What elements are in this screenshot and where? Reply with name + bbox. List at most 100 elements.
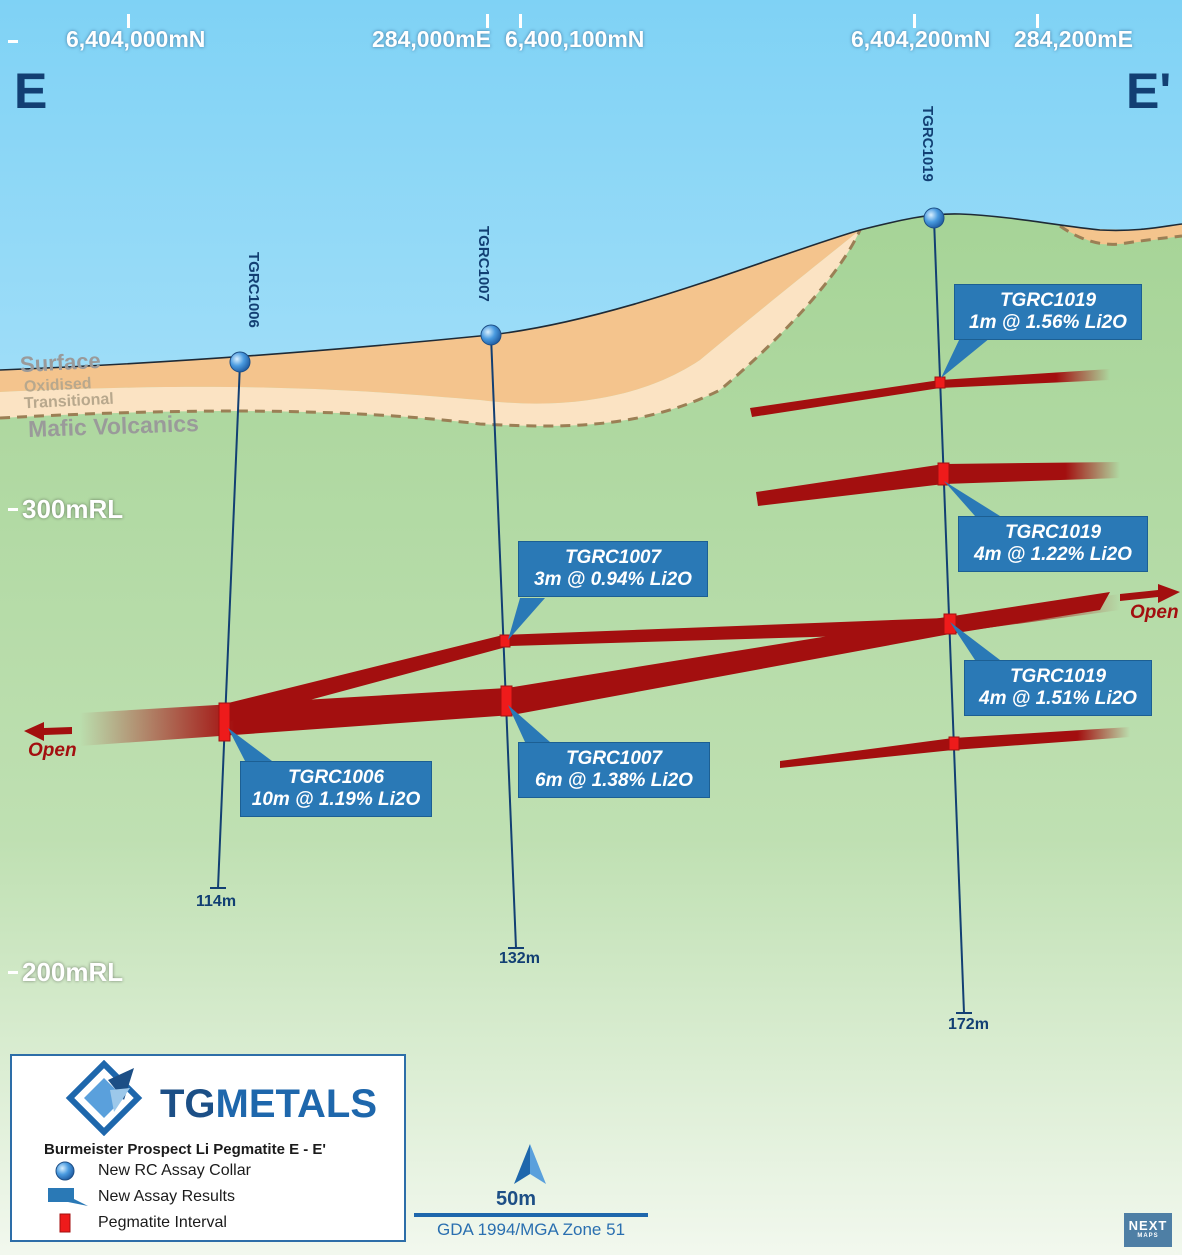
next-maps-logo-line1: NEXT	[1128, 1218, 1168, 1233]
rl-label-200: 200mRL	[22, 957, 124, 987]
drillhole-trace-tgrc1006	[217, 362, 241, 889]
brand-name: TGMETALS	[160, 1082, 377, 1127]
scale-bar-label: 50m	[496, 1188, 537, 1210]
brand-metals: METALS	[215, 1082, 378, 1126]
collar-tgrc1006	[229, 351, 251, 373]
callout-result: 1m @ 1.56% Li2O	[969, 312, 1127, 333]
assay-callout: TGRC1006 10m @ 1.19% Li2O	[240, 761, 432, 817]
coordinate-label: 284,000mE	[372, 26, 491, 52]
topographic-surface	[0, 213, 1182, 371]
pegmatite-main-lens	[80, 592, 1110, 746]
callout-hole: TGRC1019	[999, 290, 1097, 311]
drillhole-name-tgrc1019: TGRC1019	[919, 106, 936, 182]
brand-tg: TG	[160, 1082, 216, 1126]
callout-hole: TGRC1006	[287, 767, 385, 788]
drillhole-depth-tgrc1019: 172m	[948, 1016, 989, 1033]
callout-pointer	[941, 338, 990, 378]
legend-item-assay-results: New Assay Results	[98, 1188, 235, 1205]
pegmatite-legend-icon	[59, 1213, 71, 1233]
drillhole-collars	[229, 207, 945, 373]
pegmatite-intervals	[218, 376, 960, 751]
callout-pointer	[228, 728, 272, 761]
callout-pointers	[228, 338, 1000, 761]
assay-callout: TGRC1019 1m @ 1.56% Li2O	[954, 284, 1142, 340]
next-maps-logo: NEXT MAPS	[1124, 1213, 1172, 1247]
scale-bar	[414, 1213, 648, 1217]
assay-result-legend-icon	[48, 1188, 88, 1206]
coordinate-tick	[1036, 14, 1039, 28]
legend-item-pegmatite: Pegmatite Interval	[98, 1214, 227, 1231]
coordinate-tick	[913, 14, 916, 28]
rl-tick	[8, 971, 18, 974]
interval-marker	[948, 736, 960, 751]
interval-marker	[500, 685, 513, 717]
coordinate-tick	[486, 14, 489, 28]
callout-hole: TGRC1007	[564, 547, 662, 568]
coordinate-label: 6,404,200mN	[851, 26, 991, 52]
interval-marker	[943, 613, 957, 635]
drillhole-name-tgrc1007: TGRC1007	[475, 226, 492, 302]
callout-hole: TGRC1007	[565, 748, 663, 769]
callout-pointer	[950, 622, 1000, 660]
tg-metals-logo-icon	[65, 1060, 143, 1136]
open-arrow-west	[24, 722, 72, 741]
legend-item-collar: New RC Assay Collar	[98, 1162, 251, 1179]
north-arrow-right	[530, 1144, 546, 1184]
open-arrows	[24, 584, 1180, 741]
callout-result: 3m @ 0.94% Li2O	[534, 569, 692, 590]
section-start-label: E	[14, 63, 48, 119]
collar-tgrc1019	[923, 207, 945, 229]
legend: TGMETALS Burmeister Prospect Li Pegmatit…	[10, 1054, 406, 1242]
coordinate-tick	[519, 14, 522, 28]
map-datum: GDA 1994/MGA Zone 51	[436, 1220, 626, 1239]
coordinate-label: 284,200mE	[1014, 26, 1133, 52]
callout-result: 4m @ 1.51% Li2O	[979, 688, 1137, 709]
layer-label-mafic-volcanics: Mafic Volcanics	[27, 410, 200, 442]
open-label-east: Open	[1130, 602, 1179, 623]
coordinate-label: 6,404,000mN	[66, 26, 206, 52]
open-label-west: Open	[28, 740, 77, 761]
section-end-label: E'	[1126, 63, 1172, 119]
interval-marker	[499, 634, 511, 648]
oxidised-layer	[0, 230, 860, 404]
callout-result: 6m @ 1.38% Li2O	[535, 770, 693, 791]
assay-callout: TGRC1019 4m @ 1.51% Li2O	[964, 660, 1152, 716]
callout-pointer	[508, 705, 550, 742]
callout-result: 10m @ 1.19% Li2O	[251, 789, 421, 810]
assay-callout: TGRC1007 6m @ 1.38% Li2O	[518, 742, 710, 798]
drillhole-depth-tgrc1006: 114m	[196, 893, 237, 910]
callout-pointer	[508, 598, 545, 640]
callout-hole: TGRC1019	[1004, 522, 1102, 543]
transitional-layer	[0, 230, 860, 427]
drillhole-name-tgrc1006: TGRC1006	[245, 252, 262, 328]
rl-ticks	[8, 40, 18, 974]
legend-title: Burmeister Prospect Li Pegmatite E - E'	[44, 1141, 326, 1158]
callout-result: 4m @ 1.22% Li2O	[974, 544, 1132, 565]
open-arrow-east	[1120, 584, 1180, 603]
pegmatite-west-lens	[224, 594, 1120, 722]
pegmatite-upper-dyke	[750, 369, 1110, 417]
interval-marker	[934, 376, 946, 389]
next-maps-logo-line2: MAPS	[1137, 1233, 1159, 1239]
east-boundary	[1059, 224, 1182, 246]
assay-callout: TGRC1007 3m @ 0.94% Li2O	[518, 541, 708, 597]
transitional-boundary	[0, 229, 862, 428]
callout-pointer	[944, 481, 1000, 516]
rl-tick	[8, 508, 18, 511]
collar-tgrc1007	[480, 324, 502, 346]
interval-marker	[937, 462, 950, 486]
interval-marker	[218, 702, 231, 742]
north-arrow	[514, 1144, 546, 1184]
north-arrow-left	[514, 1144, 530, 1184]
rl-label-300: 300mRL	[22, 494, 124, 524]
callout-hole: TGRC1019	[1009, 666, 1107, 687]
drillhole-depth-tgrc1007: 132m	[499, 950, 540, 967]
coordinate-label: 6,400,100mN	[505, 26, 645, 52]
layer-label-surface: Surface	[19, 347, 102, 378]
collar-legend-icon	[55, 1161, 75, 1181]
assay-callout: TGRC1019 4m @ 1.22% Li2O	[958, 516, 1148, 572]
coordinate-tick	[127, 14, 130, 28]
coordinate-tick	[8, 40, 18, 43]
